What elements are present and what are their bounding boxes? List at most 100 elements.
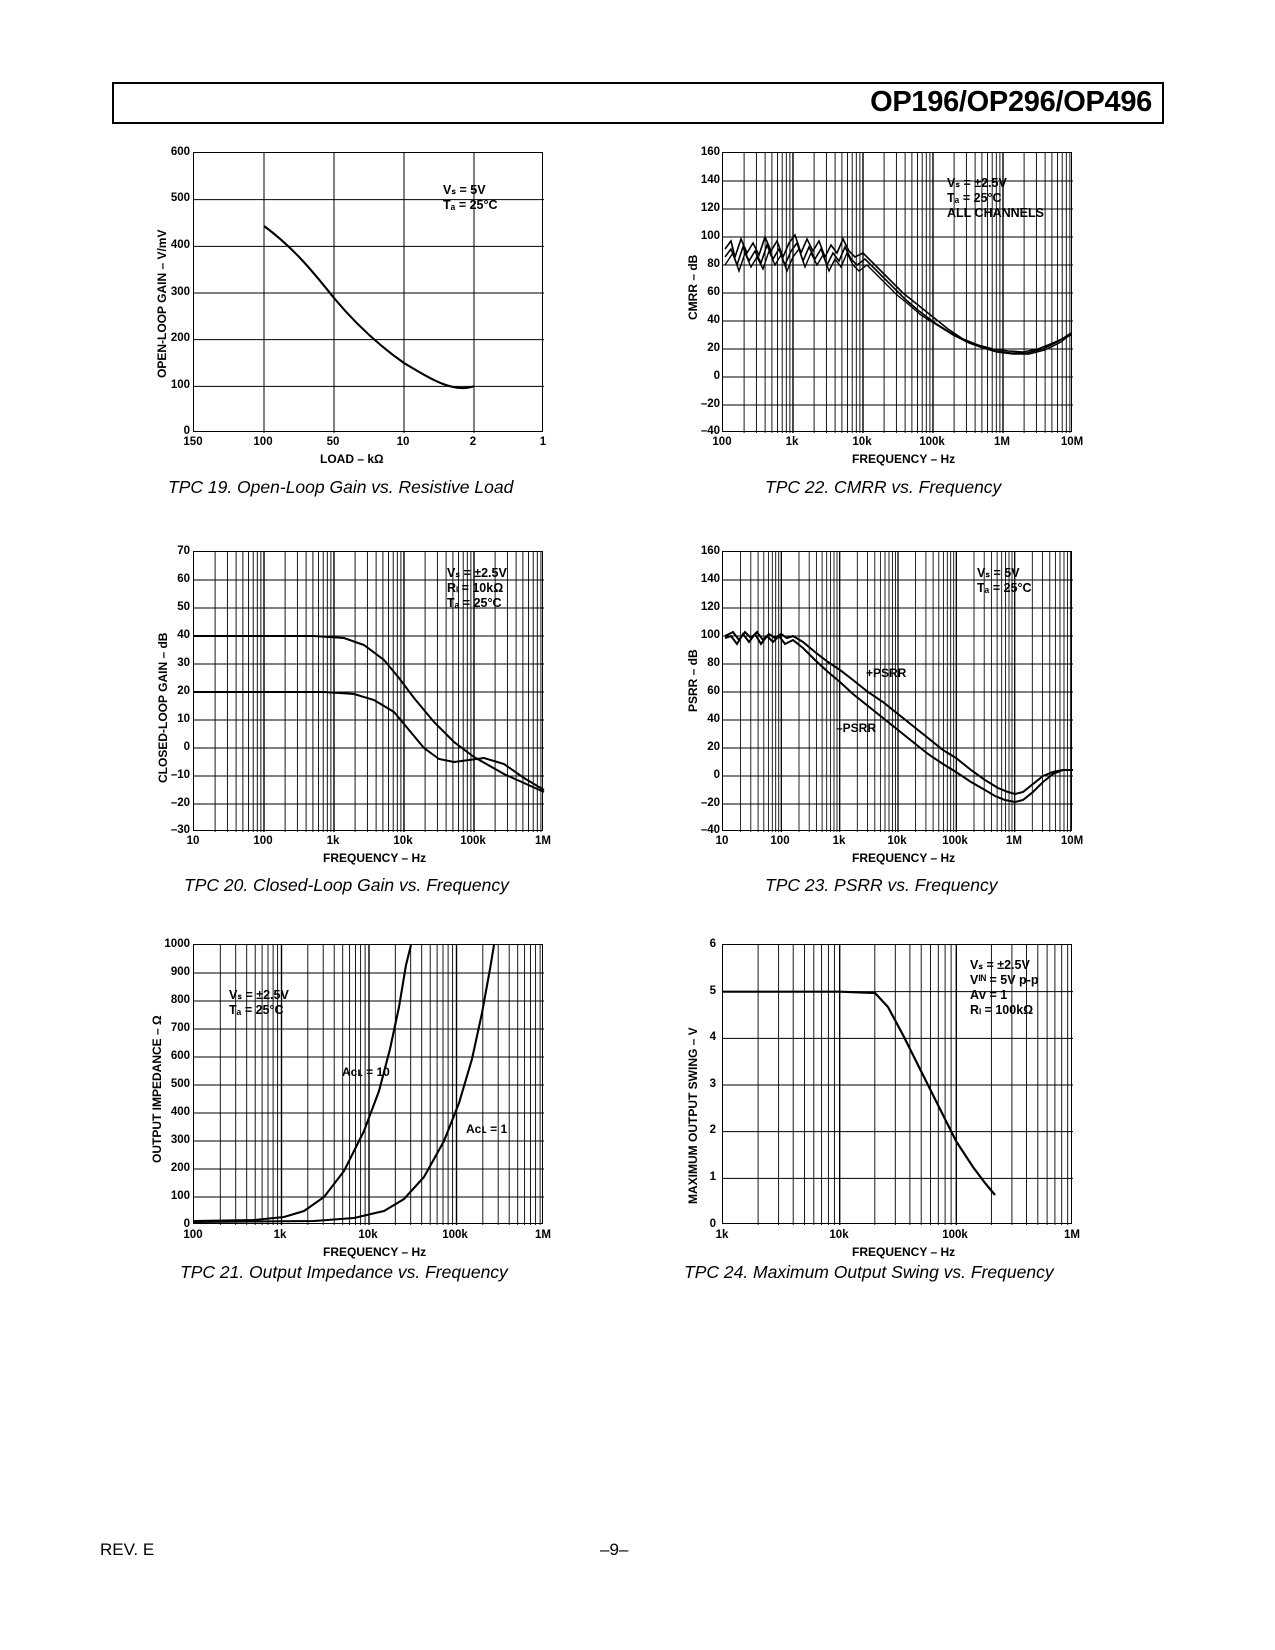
condition-line: Vᴵᴺ = 5V p-p xyxy=(970,973,1039,987)
xtick: 1M xyxy=(994,436,1010,448)
xtick: 1k xyxy=(273,1229,287,1241)
ytick: –20 xyxy=(170,797,190,809)
ytick: 4 xyxy=(709,1031,716,1043)
ytick: 0 xyxy=(709,1218,716,1230)
condition-line: Aᴠ = 1 xyxy=(970,988,1008,1002)
x-axis-label-tpc19: LOAD – kΩ xyxy=(320,452,384,466)
condition-line: Tₐ = 25°C xyxy=(443,198,498,212)
ytick: 40 xyxy=(707,314,720,326)
xtick: 10M xyxy=(1060,835,1084,847)
xtick: 100k xyxy=(942,1229,968,1241)
page-title: OP196/OP296/OP496 xyxy=(870,86,1152,118)
xtick: 150 xyxy=(183,436,203,448)
ytick: 140 xyxy=(700,573,720,585)
conditions-tpc22: Vₛ = ±2.5V Tₐ = 25°C ALL CHANNELS xyxy=(947,176,1044,221)
ytick: –20 xyxy=(700,797,720,809)
xtick: 10 xyxy=(715,835,729,847)
ytick: 700 xyxy=(170,1022,190,1034)
xtick: 10k xyxy=(393,835,413,847)
page-number: –9– xyxy=(600,1540,629,1559)
xtick: 10k xyxy=(829,1229,849,1241)
ytick: –40 xyxy=(700,824,720,836)
xtick: 10M xyxy=(1060,436,1084,448)
plot-area-tpc19 xyxy=(193,152,544,433)
xtick: 1k xyxy=(785,436,799,448)
xtick: 1M xyxy=(1006,835,1022,847)
xtick: 100k xyxy=(460,835,486,847)
xtick: 1M xyxy=(535,835,551,847)
caption-tpc23: TPC 23. PSRR vs. Frequency xyxy=(765,875,998,895)
ytick: 140 xyxy=(700,174,720,186)
ytick: 500 xyxy=(170,192,190,204)
condition-line: ALL CHANNELS xyxy=(947,206,1044,220)
caption-tpc20: TPC 20. Closed-Loop Gain vs. Frequency xyxy=(184,875,509,895)
ytick: 70 xyxy=(177,545,190,557)
ytick: 2 xyxy=(709,1124,716,1136)
xtick: 100 xyxy=(253,436,273,448)
ytick: 40 xyxy=(707,713,720,725)
plot-svg-tpc23 xyxy=(723,552,1073,832)
curve-label-acl-1: Aᴄʟ = 1 xyxy=(466,1122,508,1136)
condition-line: Vₛ = 5V xyxy=(443,183,486,197)
xtick: 100 xyxy=(183,1229,203,1241)
ytick: 1000 xyxy=(164,938,190,950)
x-axis-label-tpc21: FREQUENCY – Hz xyxy=(323,1245,427,1259)
condition-line: Vₛ = ±2.5V xyxy=(229,988,289,1002)
xtick: 100k xyxy=(919,436,945,448)
ytick: 0 xyxy=(713,769,720,781)
condition-line: Vₛ = ±2.5V xyxy=(447,566,507,580)
curve-label-acl-10: Aᴄʟ = 10 xyxy=(342,1065,390,1079)
plot-area-tpc23 xyxy=(722,551,1073,832)
xtick: 10 xyxy=(396,436,410,448)
ytick: 60 xyxy=(177,573,190,585)
ytick: 20 xyxy=(707,741,720,753)
conditions-tpc19: Vₛ = 5V Tₐ = 25°C xyxy=(443,183,498,213)
y-axis-label-tpc20: CLOSED-LOOP GAIN – dB xyxy=(156,632,170,783)
xtick: 10k xyxy=(887,835,907,847)
caption-tpc24: TPC 24. Maximum Output Swing vs. Frequen… xyxy=(684,1262,1054,1282)
curve-label-plus-psrr: +PSRR xyxy=(866,666,907,680)
ytick: 160 xyxy=(700,146,720,158)
ytick: 3 xyxy=(709,1078,716,1090)
condition-line: Tₐ = 25°C xyxy=(977,581,1032,595)
ytick: 0 xyxy=(183,1218,190,1230)
ytick: 80 xyxy=(707,258,720,270)
x-axis-label-tpc23: FREQUENCY – Hz xyxy=(852,851,956,865)
ytick: 160 xyxy=(700,545,720,557)
xtick: 100k xyxy=(942,835,968,847)
xtick: 10k xyxy=(852,436,872,448)
xtick: 100 xyxy=(770,835,790,847)
xtick: 1M xyxy=(1064,1229,1080,1241)
ytick: 1 xyxy=(709,1171,716,1183)
ytick: 400 xyxy=(170,1106,190,1118)
ytick: 200 xyxy=(170,332,190,344)
ytick: 0 xyxy=(183,425,190,437)
ytick: 120 xyxy=(700,202,720,214)
ytick: 20 xyxy=(707,342,720,354)
conditions-tpc21: Vₛ = ±2.5V Tₐ = 25°C xyxy=(229,988,289,1018)
ytick: 100 xyxy=(700,230,720,242)
x-axis-label-tpc22: FREQUENCY – Hz xyxy=(852,452,956,466)
xtick: 1M xyxy=(535,1229,551,1241)
plot-area-tpc21 xyxy=(193,944,544,1225)
ytick: 200 xyxy=(170,1162,190,1174)
condition-line: Tₐ = 25°C xyxy=(447,596,502,610)
caption-tpc19: TPC 19. Open-Loop Gain vs. Resistive Loa… xyxy=(168,477,514,497)
revision-label: REV. E xyxy=(100,1540,155,1559)
xtick: 2 xyxy=(469,436,477,448)
ytick: 300 xyxy=(170,1134,190,1146)
condition-line: Tₐ = 25°C xyxy=(229,1003,284,1017)
ytick: 500 xyxy=(170,1078,190,1090)
ytick: 80 xyxy=(707,657,720,669)
xtick: 100k xyxy=(442,1229,468,1241)
xtick: 1k xyxy=(832,835,846,847)
ytick: 60 xyxy=(707,685,720,697)
ytick: –20 xyxy=(700,398,720,410)
caption-tpc22: TPC 22. CMRR vs. Frequency xyxy=(765,477,1002,497)
conditions-tpc23: Vₛ = 5V Tₐ = 25°C xyxy=(977,566,1032,596)
condition-line: Vₛ = ±2.5V xyxy=(970,958,1030,972)
ytick: 5 xyxy=(709,985,716,997)
ytick: 6 xyxy=(709,938,716,950)
xtick: 50 xyxy=(326,436,340,448)
condition-line: Tₐ = 25°C xyxy=(947,191,1002,205)
